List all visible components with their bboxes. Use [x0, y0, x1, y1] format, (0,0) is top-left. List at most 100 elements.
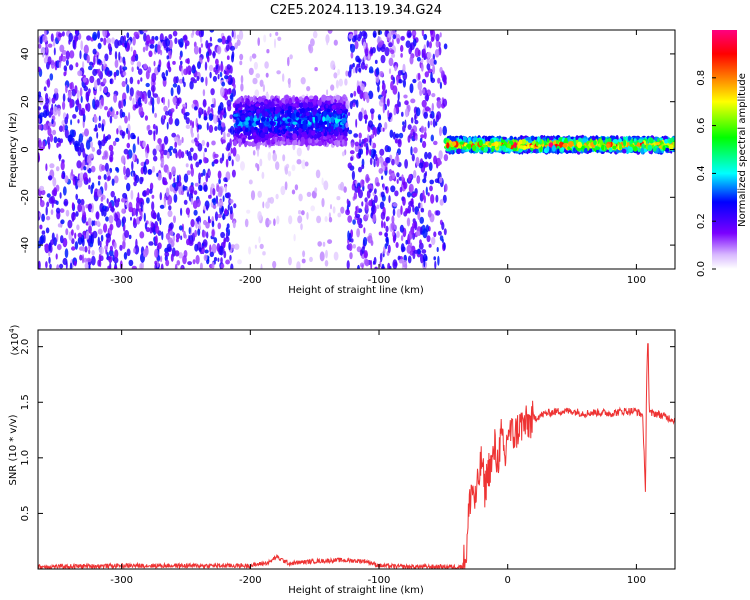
heatmap-cell — [129, 87, 134, 97]
heatmap-cell — [262, 201, 265, 209]
heatmap-cell — [124, 40, 128, 49]
heatmap-cell — [370, 140, 374, 148]
heatmap-cell — [228, 75, 231, 82]
heatmap-cell — [125, 167, 131, 178]
heatmap-cell — [399, 224, 404, 233]
heatmap-cell — [183, 230, 186, 239]
heatmap-cell — [39, 212, 42, 218]
heatmap-cell — [57, 137, 61, 143]
heatmap-cell — [107, 43, 112, 50]
heatmap-cell — [65, 209, 70, 217]
heatmap-cell — [418, 162, 424, 169]
heatmap-cell — [423, 33, 428, 41]
heatmap-cell — [48, 122, 53, 127]
heatmap-cell — [182, 35, 188, 41]
heatmap-cell — [50, 209, 54, 216]
heatmap-cell — [103, 57, 106, 67]
heatmap-cell — [259, 79, 264, 88]
heatmap-cell — [301, 258, 306, 264]
heatmap-cell — [417, 72, 421, 80]
heatmap-cell — [423, 258, 426, 268]
heatmap-cell — [109, 70, 113, 76]
heatmap-cell — [406, 208, 410, 214]
heatmap-cell — [68, 32, 73, 43]
heatmap-cell — [66, 113, 69, 120]
heatmap-cell — [327, 239, 333, 245]
heatmap-cell — [317, 114, 322, 121]
heatmap-cell — [432, 64, 436, 75]
heatmap-cell — [231, 169, 236, 178]
heatmap-cell — [226, 132, 231, 138]
heatmap-cell — [134, 174, 140, 184]
heatmap-cell — [269, 196, 275, 204]
heatmap-cell — [256, 108, 261, 114]
heatmap-cell — [354, 210, 358, 217]
heatmap-cell — [384, 121, 388, 130]
heatmap-cell — [147, 169, 152, 175]
heatmap-cell — [435, 194, 439, 203]
heatmap-cell — [78, 103, 82, 112]
heatmap-cell — [402, 79, 406, 88]
heatmap-cell — [292, 121, 298, 125]
heatmap-cell — [198, 159, 203, 164]
heatmap-cell — [432, 118, 436, 128]
heatmap-cell — [394, 138, 398, 144]
heatmap-cell — [76, 90, 80, 100]
heatmap-cell — [185, 117, 190, 125]
heatmap-cell — [188, 227, 191, 235]
heatmap-cell — [392, 85, 398, 95]
heatmap-cell — [352, 102, 356, 108]
heatmap-cell — [244, 218, 249, 228]
heatmap-cell — [436, 247, 439, 252]
heatmap-cell — [382, 127, 385, 132]
heatmap-cell — [212, 188, 216, 196]
heatmap-cell — [38, 139, 42, 149]
heatmap-cell — [437, 230, 442, 236]
heatmap-cell — [180, 235, 183, 241]
heatmap-cell — [246, 209, 251, 214]
heatmap-cell — [237, 134, 240, 139]
heatmap-cell — [53, 88, 59, 94]
heatmap-cell — [236, 39, 241, 46]
heatmap-cell — [364, 114, 368, 121]
heatmap-cell — [336, 196, 341, 201]
heatmap-cell — [38, 118, 41, 124]
heatmap-cell — [88, 225, 92, 234]
heatmap-cell — [370, 259, 373, 269]
heatmap-cell — [296, 159, 302, 165]
heatmap-cell — [350, 93, 354, 98]
heatmap-cell — [369, 188, 372, 193]
heatmap-cell — [100, 37, 104, 42]
heatmap-cell — [85, 104, 88, 111]
heatmap-cell — [200, 185, 203, 191]
heatmap-cell — [202, 239, 208, 248]
heatmap-cell — [80, 40, 83, 51]
heatmap-cell — [387, 146, 392, 153]
heatmap-cell — [156, 44, 161, 55]
heatmap-cell — [227, 228, 231, 237]
heatmap-cell — [212, 75, 217, 82]
heatmap-cell — [203, 156, 208, 164]
heatmap-cell — [288, 132, 292, 136]
heatmap-cell — [406, 217, 411, 227]
heatmap-cell — [93, 127, 98, 132]
heatmap-cell — [219, 245, 224, 256]
heatmap-cell — [49, 73, 54, 81]
heatmap-cell — [369, 149, 372, 156]
heatmap-cell — [48, 96, 51, 105]
heatmap-cell — [437, 77, 441, 84]
heatmap-cell — [363, 41, 366, 49]
heatmap-cell — [50, 195, 55, 204]
heatmap-cell — [302, 102, 308, 109]
heatmap-cell — [194, 182, 199, 187]
heatmap-cell — [126, 248, 131, 257]
heatmap-cell — [250, 190, 256, 201]
heatmap-cell — [69, 64, 74, 71]
heatmap-cell — [233, 135, 237, 140]
heatmap-cell — [86, 35, 92, 41]
heatmap-cell — [360, 61, 366, 70]
heatmap-cell — [433, 256, 437, 261]
heatmap-cell — [43, 57, 48, 64]
heatmap-cell — [400, 205, 403, 215]
heatmap-cell — [109, 154, 114, 163]
